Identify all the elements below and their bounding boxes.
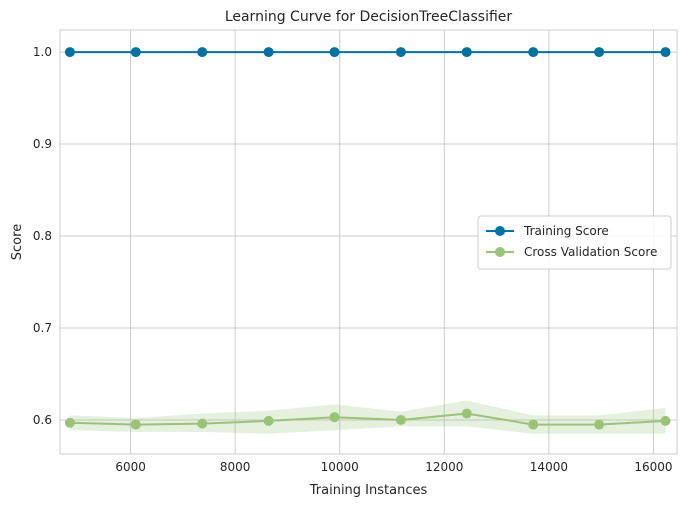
point-cv xyxy=(395,414,406,425)
point-cv xyxy=(329,412,340,423)
point-training xyxy=(395,47,406,58)
point-training xyxy=(130,47,141,58)
legend-label-cv: Cross Validation Score xyxy=(524,245,657,259)
point-training xyxy=(660,47,671,58)
x-axis-label: Training Instances xyxy=(309,483,428,498)
point-training xyxy=(528,47,539,58)
y-tick-label: 0.9 xyxy=(33,137,52,151)
point-training xyxy=(461,47,472,58)
point-training xyxy=(197,47,208,58)
x-tick-label: 6000 xyxy=(115,460,146,474)
legend-marker-training xyxy=(495,226,505,236)
point-training xyxy=(329,47,340,58)
y-tick-label: 0.6 xyxy=(33,413,52,427)
legend-label-training: Training Score xyxy=(523,224,609,238)
y-tick-labels: 0.6 0.7 0.8 0.9 1.0 xyxy=(33,45,52,427)
legend-box xyxy=(477,215,672,270)
point-cv xyxy=(197,418,208,429)
y-tick-label: 0.7 xyxy=(33,321,52,335)
legend: Training Score Cross Validation Score xyxy=(477,215,672,270)
point-cv xyxy=(660,415,671,426)
point-training xyxy=(263,47,274,58)
point-cv xyxy=(263,415,274,426)
grid-lines xyxy=(60,30,677,454)
x-tick-label: 14000 xyxy=(530,460,568,474)
y-axis-label: Score xyxy=(10,224,25,260)
line-cv xyxy=(69,412,666,426)
x-tick-label: 8000 xyxy=(220,460,251,474)
x-tick-label: 16000 xyxy=(634,460,672,474)
point-cv xyxy=(594,419,605,430)
x-tick-label: 10000 xyxy=(321,460,359,474)
x-tick-label: 12000 xyxy=(425,460,463,474)
x-tick-labels: 6000 8000 10000 12000 14000 16000 xyxy=(115,460,672,474)
series-points xyxy=(64,47,671,430)
y-tick-label: 0.8 xyxy=(33,229,52,243)
chart-title: Learning Curve for DecisionTreeClassifie… xyxy=(225,9,513,25)
y-tick-label: 1.0 xyxy=(33,45,52,59)
point-cv xyxy=(461,408,472,419)
band-cv xyxy=(69,400,666,434)
series-lines xyxy=(69,51,666,426)
point-cv xyxy=(528,419,539,430)
point-training xyxy=(64,47,75,58)
point-cv xyxy=(130,419,141,430)
point-cv xyxy=(64,417,75,428)
legend-marker-cv xyxy=(495,247,505,257)
score-bands xyxy=(69,400,666,434)
point-training xyxy=(594,47,605,58)
